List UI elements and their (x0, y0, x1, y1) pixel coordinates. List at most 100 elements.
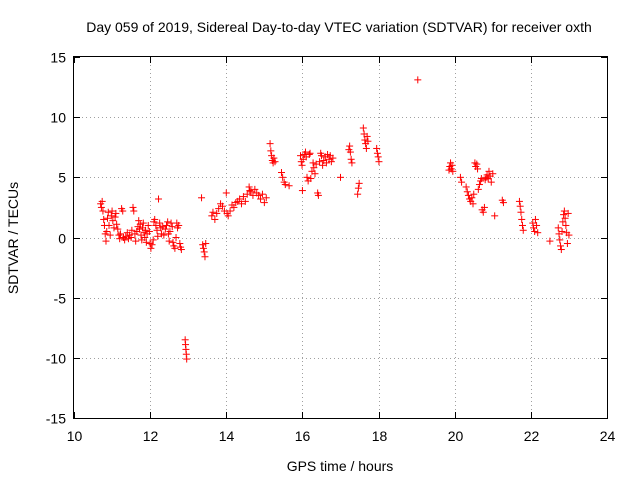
data-point (107, 212, 115, 220)
data-point (270, 154, 278, 162)
data-point (471, 159, 479, 167)
data-point (208, 212, 216, 220)
data-point (337, 173, 344, 181)
data-point (491, 212, 499, 220)
y-tick-label: 10 (50, 110, 66, 126)
data-point (165, 237, 173, 245)
data-point (362, 144, 370, 152)
data-point (316, 158, 324, 166)
data-point (115, 231, 123, 239)
data-point (565, 231, 573, 239)
data-point (201, 253, 209, 261)
data-point (305, 150, 313, 158)
x-tick-label: 18 (372, 428, 388, 444)
data-point (168, 223, 176, 231)
data-point (110, 224, 118, 232)
data-point (142, 226, 150, 234)
data-point (533, 221, 541, 229)
data-point (515, 197, 523, 205)
data-point (474, 165, 482, 173)
data-point (518, 215, 526, 223)
data-point (564, 209, 572, 217)
y-tick-label: 15 (50, 50, 66, 66)
data-point (247, 188, 255, 196)
x-axis-label: GPS time / hours (287, 458, 394, 474)
data-point (172, 234, 180, 241)
data-point (298, 187, 306, 195)
data-point (166, 227, 174, 235)
data-point (152, 221, 160, 229)
data-point (245, 183, 253, 191)
data-point (348, 159, 356, 167)
data-point (297, 152, 305, 160)
data-point (139, 219, 147, 227)
y-axis-label: SDTVAR / TECUs (5, 182, 21, 294)
data-point (222, 189, 230, 197)
grid-lines (74, 57, 607, 418)
data-point (171, 244, 179, 252)
data-point (374, 153, 382, 161)
data-point (477, 175, 485, 183)
data-point (499, 199, 507, 207)
data-point (519, 226, 527, 234)
data-point (266, 140, 274, 148)
data-point (346, 148, 354, 156)
data-point (109, 217, 117, 225)
data-point (199, 241, 207, 249)
data-point (116, 230, 124, 238)
data-point (531, 227, 539, 235)
data-point (414, 76, 422, 84)
data-point (161, 225, 169, 233)
data-point (469, 200, 477, 208)
data-point (314, 191, 322, 199)
data-point (373, 149, 381, 157)
data-point (114, 225, 122, 233)
data-point (462, 183, 470, 191)
data-point (260, 199, 268, 207)
data-point (279, 173, 287, 181)
data-point (258, 190, 266, 198)
data-point (104, 208, 112, 216)
y-tick-label: 0 (58, 231, 66, 247)
x-tick-label: 20 (448, 428, 464, 444)
data-point (529, 219, 537, 227)
data-point (267, 147, 275, 155)
data-point (183, 355, 191, 363)
x-tick-label: 12 (143, 428, 159, 444)
data-point (557, 242, 565, 250)
data-point (554, 224, 562, 232)
data-point (100, 215, 108, 223)
data-point (373, 144, 381, 152)
data-point (136, 220, 144, 228)
data-point (347, 155, 355, 163)
data-point (116, 235, 124, 243)
data-point (105, 221, 113, 229)
data-point (311, 170, 319, 178)
data-point (518, 221, 526, 229)
data-point (104, 214, 112, 222)
data-point (97, 203, 105, 211)
data-point (113, 220, 121, 228)
data-point (200, 248, 208, 256)
x-tick-label: 22 (524, 428, 540, 444)
data-point (141, 234, 149, 241)
data-point (309, 159, 317, 167)
x-tick-label: 10 (67, 428, 83, 444)
data-point (106, 231, 114, 239)
data-point (163, 221, 171, 229)
data-point (135, 225, 143, 233)
data-point (130, 207, 138, 215)
data-point (327, 158, 335, 166)
data-point (463, 188, 471, 196)
data-point (271, 158, 279, 166)
plot-frame (73, 56, 608, 419)
y-axis-ticks: 15 10 5 0 -5 -10 -15 (46, 50, 607, 427)
data-point (303, 173, 311, 181)
data-point (298, 161, 306, 169)
data-point (175, 221, 183, 229)
data-point (147, 244, 155, 252)
data-point (224, 212, 232, 220)
data-point (479, 208, 487, 216)
data-point (142, 238, 150, 246)
